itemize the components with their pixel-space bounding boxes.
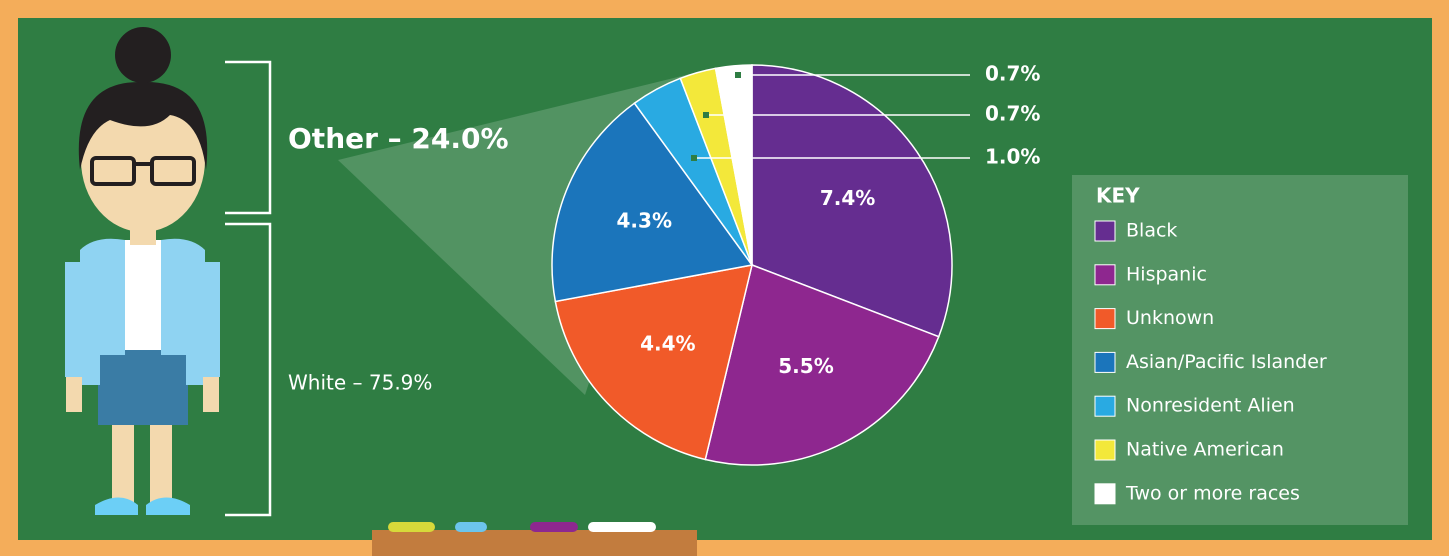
legend-label: Unknown xyxy=(1126,307,1214,329)
value-label: 7.4% xyxy=(820,186,875,210)
legend-swatch xyxy=(1095,484,1115,504)
value-label: 0.7% xyxy=(985,102,1040,126)
other-label: Other – 24.0% xyxy=(288,122,509,155)
legend-swatch xyxy=(1095,396,1115,416)
value-label: 4.4% xyxy=(640,331,695,355)
callout-dot xyxy=(691,155,697,161)
legend-label: Asian/Pacific Islander xyxy=(1126,351,1327,373)
legend-label: Hispanic xyxy=(1126,263,1207,285)
chalk xyxy=(455,522,487,532)
legend-label: Two or more races xyxy=(1125,482,1300,504)
callout-dot xyxy=(703,112,709,118)
legend-label: Nonresident Alien xyxy=(1126,395,1295,417)
chalk-tray xyxy=(372,530,697,556)
chalk xyxy=(530,522,578,532)
chalk xyxy=(588,522,656,532)
chalk xyxy=(388,522,435,532)
legend-title: KEY xyxy=(1096,184,1140,208)
value-label: 1.0% xyxy=(985,145,1040,169)
legend-swatch xyxy=(1095,440,1115,460)
infographic: Other – 24.0% White – 75.9% KEY 7.4% 5.5%… xyxy=(0,0,1449,556)
legend-label: Native American xyxy=(1126,439,1284,461)
legend-swatch xyxy=(1095,221,1115,241)
value-label: 0.7% xyxy=(985,62,1040,86)
legend-swatch xyxy=(1095,265,1115,285)
value-label: 4.3% xyxy=(617,209,672,233)
value-label: 5.5% xyxy=(778,354,833,378)
white-label: White – 75.9% xyxy=(288,371,432,395)
legend-swatch xyxy=(1095,309,1115,329)
callout-dot xyxy=(735,72,741,78)
legend-swatch xyxy=(1095,352,1115,372)
legend-label: Black xyxy=(1126,220,1177,242)
